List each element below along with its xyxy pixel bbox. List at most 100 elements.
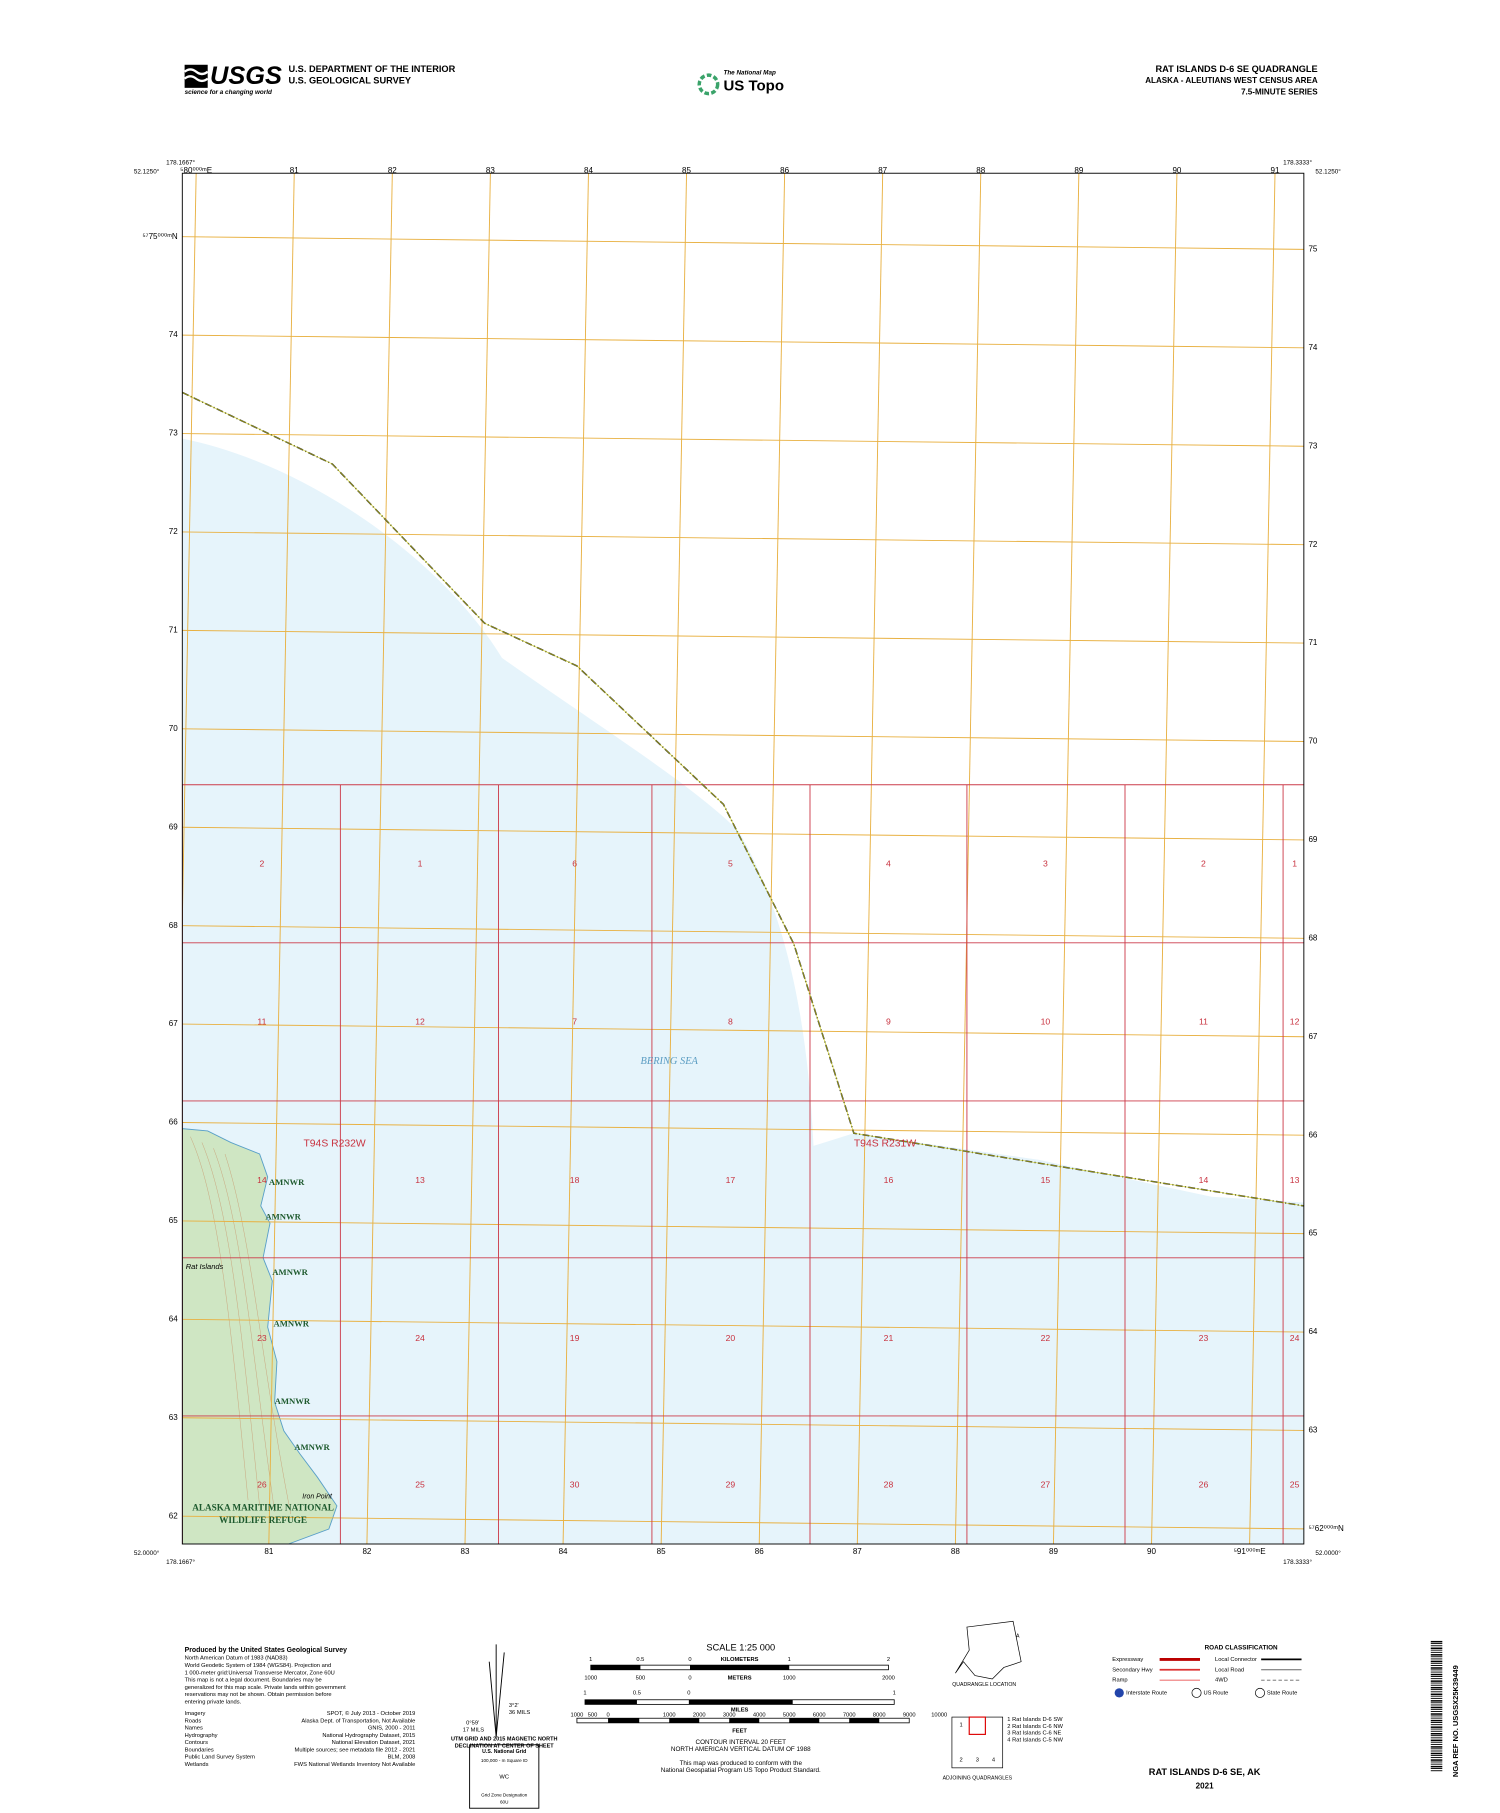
corner-coord: 178.3333° bbox=[1283, 159, 1312, 167]
road-type: Local Connector bbox=[1215, 1657, 1257, 1663]
easting-line bbox=[660, 173, 687, 1544]
barcode-bar bbox=[1430, 1761, 1443, 1763]
scale-unit: KILOMETERS bbox=[721, 1657, 759, 1663]
section-number: 9 bbox=[886, 1017, 891, 1027]
scale-number: 6000 bbox=[813, 1712, 826, 1718]
barcode-bar bbox=[1430, 1669, 1443, 1671]
agency-tagline: science for a changing world bbox=[185, 89, 272, 96]
decl-text: 3°2' bbox=[509, 1703, 519, 1709]
plss-grid bbox=[182, 784, 1304, 1544]
sheet-year: 2021 bbox=[1196, 1781, 1214, 1790]
northing-label: 64 bbox=[169, 1314, 178, 1323]
section-number: 15 bbox=[1041, 1175, 1051, 1185]
section-number: 3 bbox=[1043, 859, 1048, 869]
section-number: 19 bbox=[570, 1333, 580, 1343]
refuge-mark: AMNWR bbox=[275, 1396, 311, 1406]
section-number: 30 bbox=[570, 1479, 580, 1489]
easting-line bbox=[1053, 173, 1080, 1544]
source-name: Hydrography bbox=[185, 1733, 218, 1739]
northing-label: 71 bbox=[169, 626, 178, 635]
corner-coord: 52.1250° bbox=[1315, 168, 1341, 176]
township-label: T94S R232W bbox=[303, 1138, 365, 1149]
source-name: Boundaries bbox=[185, 1747, 214, 1753]
decl-caption: DECLINATION AT CENTER OF SHEET bbox=[455, 1743, 555, 1749]
section-number: 18 bbox=[570, 1175, 580, 1185]
barcode-bar bbox=[1430, 1678, 1443, 1680]
corner-coord: 52.0000° bbox=[1315, 1549, 1341, 1557]
usgs-logo-mark bbox=[183, 64, 209, 88]
barcode-bar bbox=[1430, 1768, 1443, 1769]
source-name: Contours bbox=[185, 1740, 208, 1746]
usng-text: 100,000 - m Square ID bbox=[481, 1758, 528, 1763]
barcode-bar bbox=[1430, 1671, 1443, 1673]
northing-line bbox=[182, 334, 1304, 349]
northing-label: 74 bbox=[169, 330, 178, 339]
barcode-bar bbox=[1430, 1719, 1443, 1722]
northing-label: 63 bbox=[1308, 1426, 1317, 1435]
easting-label: 84 bbox=[559, 1547, 568, 1556]
source-detail: SPOT, © July 2013 - October 2019 bbox=[327, 1710, 416, 1717]
standard-note: This map was produced to conform with th… bbox=[680, 1760, 803, 1767]
barcode-bar bbox=[1430, 1733, 1443, 1735]
scale-number: 0 bbox=[688, 1675, 691, 1681]
usng-id: WC bbox=[499, 1775, 509, 1781]
easting-label: 89 bbox=[1049, 1547, 1058, 1556]
water bbox=[182, 438, 1304, 1544]
easting-label: 90 bbox=[1172, 166, 1181, 175]
northing-label: 65 bbox=[1308, 1229, 1317, 1238]
barcode-bar bbox=[1430, 1735, 1443, 1737]
section-number: 29 bbox=[726, 1479, 736, 1489]
barcode-bar bbox=[1430, 1660, 1443, 1663]
section-number: 23 bbox=[257, 1333, 267, 1343]
barcode-bar bbox=[1430, 1741, 1443, 1743]
barcode-bar bbox=[1430, 1770, 1443, 1772]
easting-label: 84 bbox=[584, 166, 593, 175]
section-number: 14 bbox=[257, 1175, 267, 1185]
section-number: 24 bbox=[415, 1333, 425, 1343]
barcode-bar bbox=[1430, 1643, 1443, 1645]
section-number: 22 bbox=[1041, 1333, 1051, 1343]
easting-line bbox=[464, 173, 491, 1544]
barcode-bar bbox=[1430, 1737, 1443, 1739]
northing-line bbox=[182, 728, 1304, 742]
easting-label: 89 bbox=[1074, 166, 1083, 175]
scale-number: 0 bbox=[606, 1712, 609, 1718]
barcode-bar bbox=[1430, 1645, 1443, 1647]
northing-label: 66 bbox=[169, 1118, 178, 1127]
section-number: 13 bbox=[1290, 1175, 1300, 1185]
barcode-bar bbox=[1430, 1759, 1443, 1761]
source-name: Imagery bbox=[185, 1711, 206, 1717]
barcode-bar bbox=[1430, 1658, 1443, 1660]
easting-label: 86 bbox=[780, 166, 789, 175]
corner-coord: 178.1667° bbox=[166, 159, 195, 167]
barcode-bars bbox=[1430, 1640, 1443, 1772]
adjoining-name: 1 Rat Islands D-6 SW bbox=[1007, 1717, 1063, 1723]
northing-line bbox=[182, 1417, 1304, 1431]
scale-unit: MILES bbox=[731, 1708, 749, 1714]
northing-label: 65 bbox=[169, 1216, 178, 1225]
barcode-bar bbox=[1430, 1763, 1443, 1765]
credits-note: World Geodetic System of 1984 (WGS84). P… bbox=[185, 1663, 332, 1669]
scale-number: 2000 bbox=[693, 1712, 706, 1718]
easting-label: 86 bbox=[755, 1547, 764, 1556]
easting-label: 85 bbox=[657, 1547, 666, 1556]
source-detail: FWS National Wetlands Inventory Not Avai… bbox=[294, 1762, 415, 1768]
map-frame bbox=[181, 172, 1305, 1545]
barcode-bar bbox=[1430, 1676, 1443, 1677]
northing-label: 68 bbox=[169, 921, 178, 930]
road-type: Expressway bbox=[1112, 1657, 1143, 1663]
barcode-bar bbox=[1430, 1649, 1443, 1651]
barcode-bar bbox=[1430, 1717, 1443, 1719]
section-number: 25 bbox=[415, 1479, 425, 1489]
scale-number: 0.5 bbox=[636, 1657, 644, 1663]
adjoining-name: 3 Rat Islands C-6 NE bbox=[1007, 1731, 1061, 1737]
scale-number: 1 bbox=[893, 1690, 896, 1696]
barcode-bar bbox=[1430, 1665, 1443, 1666]
source-detail: BLM, 2008 bbox=[388, 1755, 416, 1761]
northing-line bbox=[182, 236, 1304, 250]
barcode-bar bbox=[1430, 1739, 1443, 1742]
barcode-bar bbox=[1430, 1647, 1443, 1649]
section-number: 10 bbox=[1041, 1017, 1051, 1027]
route-type: State Route bbox=[1267, 1690, 1297, 1696]
